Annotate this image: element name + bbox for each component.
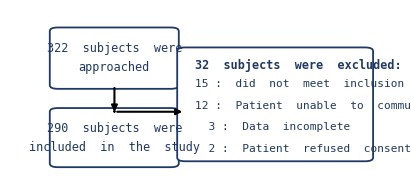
FancyBboxPatch shape (50, 108, 179, 167)
Text: 3 :  Data  incomplete: 3 : Data incomplete (195, 122, 350, 132)
Text: 32  subjects  were  excluded:: 32 subjects were excluded: (195, 59, 401, 72)
Text: 12 :  Patient  unable  to  communicate: 12 : Patient unable to communicate (195, 101, 411, 111)
Text: 2 :  Patient  refused  consent: 2 : Patient refused consent (195, 144, 411, 154)
FancyBboxPatch shape (50, 27, 179, 89)
Text: 15 :  did  not  meet  inclusion  criteria: 15 : did not meet inclusion criteria (195, 79, 411, 89)
Text: 290  subjects  were
included  in  the  study: 290 subjects were included in the study (29, 122, 200, 154)
FancyBboxPatch shape (177, 47, 373, 161)
Text: 322  subjects  were
approached: 322 subjects were approached (46, 42, 182, 74)
